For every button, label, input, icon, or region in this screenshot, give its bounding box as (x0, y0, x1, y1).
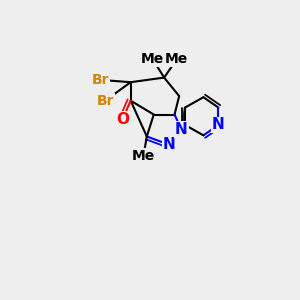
Text: N: N (162, 137, 175, 152)
Text: Br: Br (97, 94, 114, 108)
Text: Me: Me (141, 52, 164, 66)
Text: Me: Me (165, 52, 188, 66)
Text: N: N (175, 122, 188, 137)
Text: O: O (116, 112, 129, 127)
Text: N: N (212, 117, 225, 132)
Text: Me: Me (132, 149, 155, 163)
Text: Br: Br (92, 73, 110, 87)
